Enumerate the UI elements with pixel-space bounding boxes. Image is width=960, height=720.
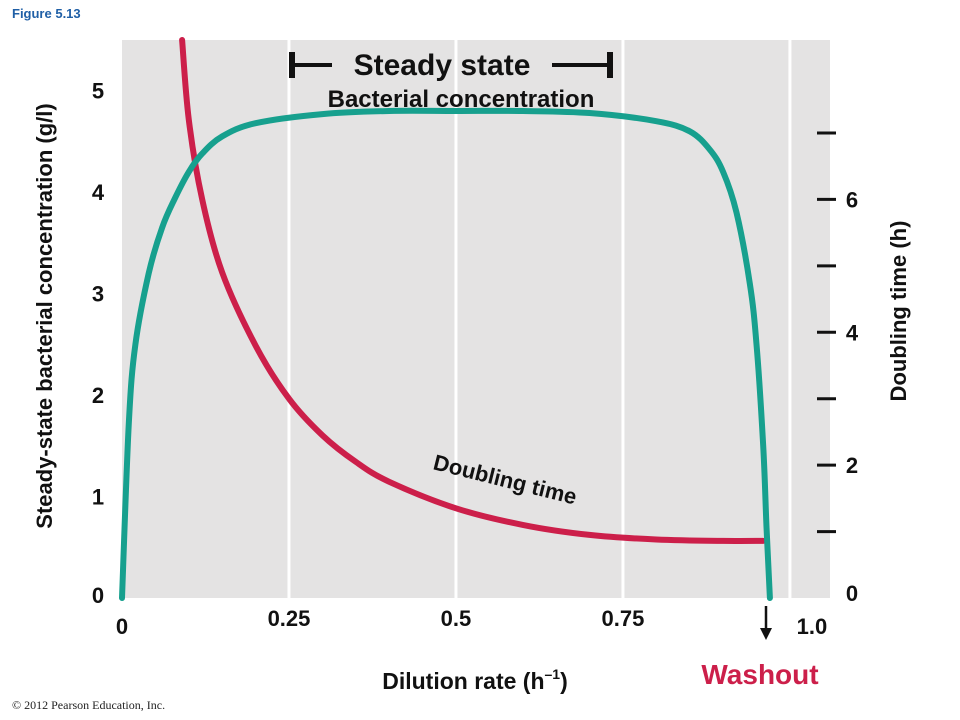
x-tick-label: 0.75 — [602, 606, 645, 631]
y-left-tick-label: 2 — [92, 383, 104, 408]
x-axis-label-main: Dilution rate (h — [382, 668, 544, 694]
series-line-doubling-time — [179, 37, 767, 544]
y-left-tick-label: 5 — [92, 79, 104, 104]
y-right-tick-label: 4 — [846, 320, 859, 345]
x-axis-label: Dilution rate (h–1) — [382, 666, 568, 694]
y-axis-left: 0 1 2 3 4 5 — [92, 79, 105, 608]
y-axis-left-label: Steady-state bacterial concentration (g/… — [32, 103, 57, 528]
y-left-tick-label: 4 — [92, 180, 105, 205]
x-tick-label: 1.0 — [797, 614, 828, 639]
bacterial-concentration-label: Bacterial concentration — [328, 86, 595, 113]
x-tick-label: 0.25 — [268, 606, 311, 631]
series-line-bacterial-concentration — [119, 107, 773, 601]
y-right-tick-label: 2 — [846, 453, 858, 478]
y-left-tick-label: 3 — [92, 282, 104, 307]
y-left-tick-label: 1 — [92, 485, 104, 510]
grid-lines — [287, 40, 792, 598]
steady-state-label: Steady state — [354, 49, 531, 82]
x-axis-label-sup: –1 — [545, 666, 561, 682]
steady-state-bracket — [289, 52, 613, 78]
y-left-tick-label: 0 — [92, 583, 104, 608]
x-axis-label-close: ) — [560, 668, 568, 694]
x-axis: 0 0.25 0.5 0.75 1.0 — [116, 606, 827, 639]
series-layer — [119, 37, 773, 601]
figure-label: Figure 5.13 — [12, 6, 81, 21]
x-tick-label: 0.5 — [441, 606, 472, 631]
x-tick-label: 0 — [116, 614, 128, 639]
y-right-tick-label: 0 — [846, 581, 858, 606]
washout-arrow — [760, 606, 772, 640]
y-axis-right: 0 2 4 6 — [817, 131, 859, 606]
washout-label: Washout — [701, 659, 818, 690]
copyright-notice: © 2012 Pearson Education, Inc. — [12, 698, 166, 712]
y-right-tick-label: 6 — [846, 187, 858, 212]
y-axis-right-label: Doubling time (h) — [886, 221, 911, 402]
